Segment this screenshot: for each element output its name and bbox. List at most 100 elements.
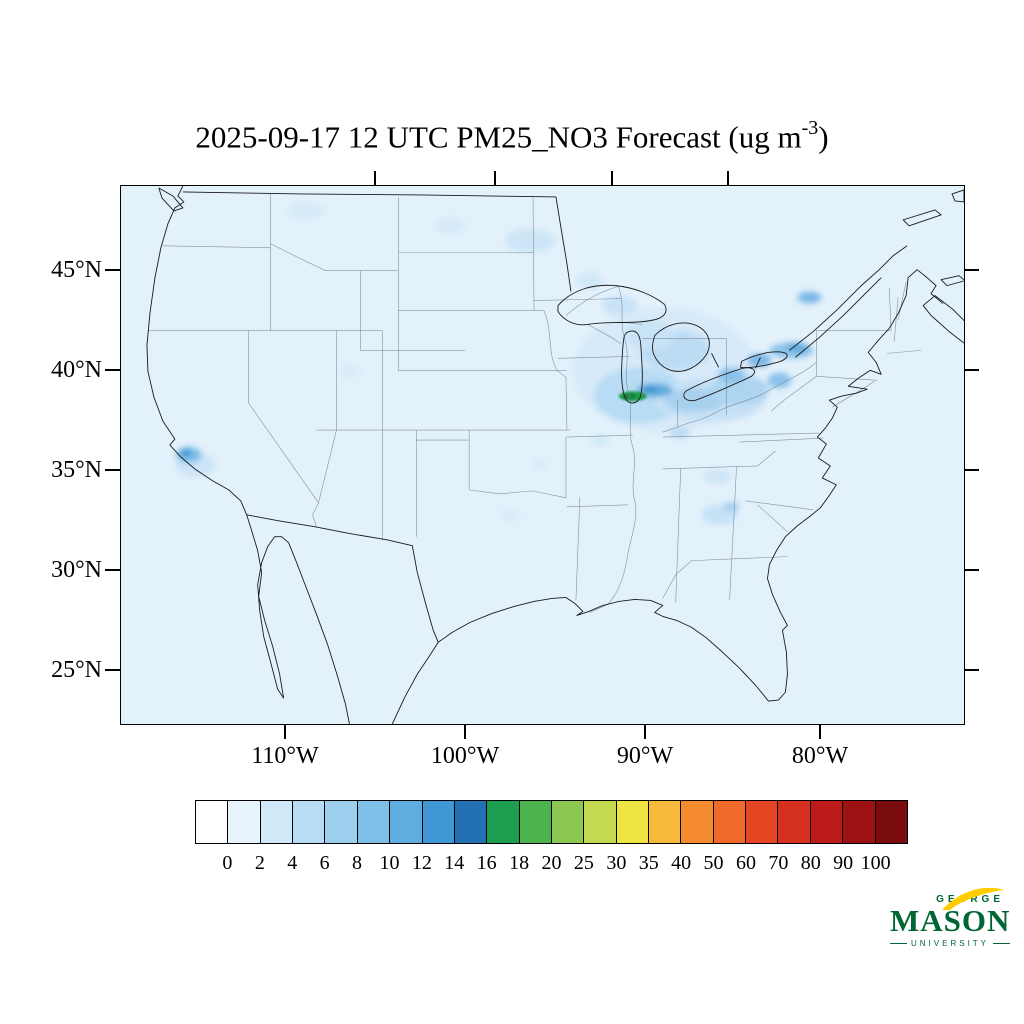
figure-title: 2025-09-17 12 UTC PM25_NO3 Forecast (ug … — [0, 110, 1024, 157]
colorbar-tick-label: 20 — [541, 852, 562, 874]
colorbar-box — [356, 800, 391, 844]
colorbar-box — [195, 800, 229, 844]
colorbar-box — [550, 800, 585, 844]
us-map-svg — [121, 186, 964, 724]
colorbar-box — [227, 800, 261, 844]
map-frame — [120, 185, 965, 725]
colorbar-tick-label: 0 — [222, 852, 233, 874]
lake-huron — [651, 322, 710, 372]
lon-label: 100°W — [430, 743, 500, 769]
lat-label: 30°N — [51, 557, 102, 583]
lon-tick-bottom — [284, 724, 286, 739]
colorbar-box — [518, 800, 552, 844]
lon-label: 80°W — [791, 743, 849, 769]
title-text: 2025-09-17 12 UTC PM25_NO3 Forecast (ug … — [195, 119, 802, 155]
lon-tick-bottom — [644, 724, 646, 739]
logo-rule-right — [993, 942, 1011, 945]
peak-green-blob — [618, 391, 647, 402]
mexico-border — [246, 514, 439, 643]
newfoundland-fragment — [951, 189, 964, 203]
colorbar-tick-label: 25 — [573, 852, 594, 874]
lon-tick-top — [727, 171, 729, 186]
lon-tick-top — [611, 171, 613, 186]
state-borders — [147, 193, 922, 613]
lat-label: 45°N — [51, 257, 102, 283]
colorbar-tick-label: 35 — [638, 852, 659, 874]
lat-tick-left — [105, 269, 120, 271]
lake-ontario — [740, 351, 788, 369]
canada-border — [182, 191, 572, 292]
colorbar-box — [712, 800, 747, 844]
colorbar-tick-label: 10 — [379, 852, 400, 874]
colorbar-box — [389, 800, 423, 844]
pm25-concentration-blobs — [175, 202, 822, 525]
title-superscript: -3 — [801, 117, 819, 139]
lat-label: 40°N — [51, 357, 102, 383]
gmu-logo-university-row: UNIVERSITY — [890, 939, 1011, 948]
colorbar — [195, 800, 908, 844]
colorbar-labels: 0 2 4 6 8 10 12 14 16 18 20 25 30 35 40 50 60 70 80 90 100 — [195, 852, 908, 878]
lat-tick-right — [964, 669, 979, 671]
colorbar-tick-label: 50 — [703, 852, 724, 874]
lake-erie — [683, 367, 755, 402]
logo-rule-left — [890, 942, 907, 945]
colorbar-tick-label: 100 — [860, 852, 891, 874]
colorbar-tick-label: 70 — [768, 852, 789, 874]
map-background — [121, 186, 964, 724]
colorbar-box — [842, 800, 876, 844]
colorbar-box — [777, 800, 811, 844]
lat-label: 35°N — [51, 457, 102, 483]
lat-tick-left — [105, 569, 120, 571]
lat-tick-left — [105, 669, 120, 671]
lake-border-segments — [711, 353, 761, 369]
colorbar-box — [583, 800, 617, 844]
lat-tick-left — [105, 369, 120, 371]
lake-superior — [557, 284, 667, 326]
colorbar-tick-label: 80 — [800, 852, 821, 874]
lon-tick-top — [374, 171, 376, 186]
lat-label: 25°N — [51, 657, 102, 683]
lon-label: 90°W — [616, 743, 674, 769]
colorbar-tick-label: 16 — [476, 852, 497, 874]
coastline — [146, 186, 964, 724]
lat-tick-right — [964, 369, 979, 371]
colorbar-tick-label: 2 — [254, 852, 265, 874]
gmu-swoosh-icon — [942, 888, 1004, 910]
colorbar-tick-label: 6 — [319, 852, 330, 874]
colorbar-tick-label: 18 — [509, 852, 530, 874]
colorbar-box — [259, 800, 294, 844]
anticosti-island — [902, 209, 942, 227]
colorbar-box — [874, 800, 908, 844]
lon-tick-top — [494, 171, 496, 186]
colorbar-tick-label: 12 — [411, 852, 432, 874]
colorbar-box — [421, 800, 455, 844]
prince-edward-island — [940, 275, 964, 287]
pacific-coast — [146, 186, 350, 724]
colorbar-box — [680, 800, 714, 844]
gmu-logo: GEORGE MASON UNIVERSITY — [890, 888, 1011, 948]
nova-scotia — [922, 295, 964, 344]
colorbar-tick-label: 14 — [444, 852, 465, 874]
lat-tick-right — [964, 269, 979, 271]
colorbar-tick-label: 60 — [735, 852, 756, 874]
title-suffix: ) — [818, 119, 829, 155]
gmu-logo-university-text: UNIVERSITY — [911, 939, 990, 948]
st-lawrence-river — [789, 245, 908, 358]
colorbar-tick-label: 8 — [352, 852, 363, 874]
lat-tick-right — [964, 469, 979, 471]
colorbar-tick-label: 40 — [671, 852, 692, 874]
vancouver-island — [158, 187, 184, 212]
colorbar-box — [486, 800, 520, 844]
colorbar-box — [648, 800, 682, 844]
colorbar-box — [292, 800, 326, 844]
colorbar-tick-label: 90 — [833, 852, 854, 874]
colorbar-box — [453, 800, 488, 844]
lake-michigan — [621, 330, 643, 404]
lat-tick-left — [105, 469, 120, 471]
lon-tick-bottom — [819, 724, 821, 739]
lat-tick-right — [964, 569, 979, 571]
colorbar-box — [745, 800, 779, 844]
lon-tick-bottom — [464, 724, 466, 739]
colorbar-tick-label: 4 — [287, 852, 298, 874]
